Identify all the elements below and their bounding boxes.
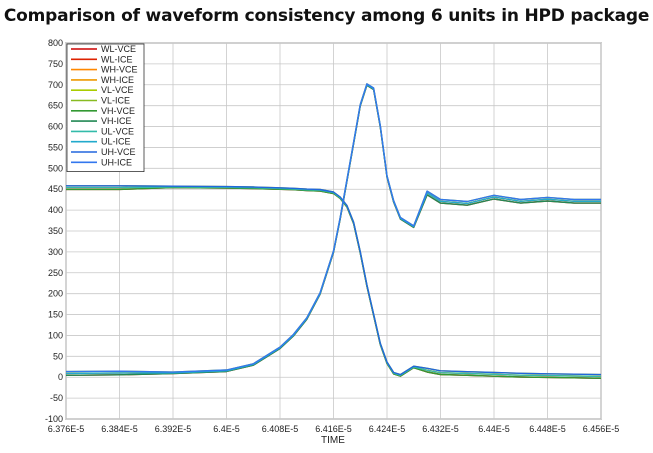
x-tick-labels: 6.376E-5 6.384E-5 6.392E-5 6.4E-5 6.408E-5 6.… (48, 424, 620, 434)
y-tick-label: 350 (48, 226, 63, 236)
legend-entry: WL-ICE (101, 54, 133, 64)
legend-entry: VL-ICE (101, 96, 130, 106)
series-lines (65, 83, 602, 379)
series-line-uh-vce (66, 185, 602, 376)
y-tick-label: 400 (48, 205, 63, 215)
x-tick-label: 6.456E-5 (583, 424, 620, 434)
y-tick-label: 450 (48, 184, 63, 194)
x-tick-label: 6.448E-5 (529, 424, 566, 434)
x-tick-label: 6.44E-5 (478, 424, 510, 434)
y-tick-labels: -100 -50 0 50 100 150 200 250 300 350 400 450 500 550… (45, 38, 63, 424)
legend-entry: UH-ICE (101, 157, 132, 167)
x-axis-title: TIME (321, 435, 345, 446)
legend-entry: UL-VCE (101, 126, 134, 136)
x-tick-label: 6.392E-5 (155, 424, 192, 434)
y-tick-label: 500 (48, 163, 63, 173)
y-tick-label: 300 (48, 247, 63, 257)
y-tick-label: 200 (48, 289, 63, 299)
x-tick-label: 6.416E-5 (315, 424, 352, 434)
grid-lines (65, 42, 602, 420)
x-tick-label: 6.432E-5 (422, 424, 459, 434)
series-line-uh-ice (65, 83, 601, 373)
y-tick-label: 750 (48, 59, 63, 69)
legend-entry: VH-ICE (101, 116, 132, 126)
y-tick-label: 50 (53, 351, 63, 361)
y-tick-label: 250 (48, 268, 63, 278)
x-tick-label: 6.384E-5 (101, 424, 138, 434)
legend-entry: VL-VCE (101, 85, 134, 95)
y-tick-label: -50 (50, 393, 63, 403)
y-tick-label: 100 (48, 330, 63, 340)
x-tick-label: 6.408E-5 (262, 424, 299, 434)
y-tick-label: 800 (48, 38, 63, 48)
legend-entry: WH-VCE (101, 65, 138, 75)
y-tick-label: 150 (48, 310, 63, 320)
legend-entry: UH-VCE (101, 147, 136, 157)
x-tick-label: 6.376E-5 (48, 424, 85, 434)
chart-title: Comparison of waveform consistency among… (3, 6, 650, 26)
y-tick-label: 550 (48, 142, 63, 152)
y-tick-label: -100 (45, 414, 63, 424)
legend-entry: WH-ICE (101, 75, 134, 85)
legend: WL-VCEWL-ICEWH-VCEWH-ICEVL-VCEVL-ICEVH-V… (66, 43, 145, 172)
y-tick-label: 700 (48, 80, 63, 90)
x-tick-label: 6.424E-5 (369, 424, 406, 434)
legend-box (66, 43, 145, 172)
legend-entry: VH-VCE (101, 106, 135, 116)
y-tick-label: 650 (48, 101, 63, 111)
y-tick-label: 600 (48, 122, 63, 132)
legend-entry: UL-ICE (101, 137, 131, 147)
legend-entry: WL-VCE (101, 44, 136, 54)
x-tick-label: 6.4E-5 (213, 424, 240, 434)
y-tick-label: 0 (58, 372, 63, 382)
